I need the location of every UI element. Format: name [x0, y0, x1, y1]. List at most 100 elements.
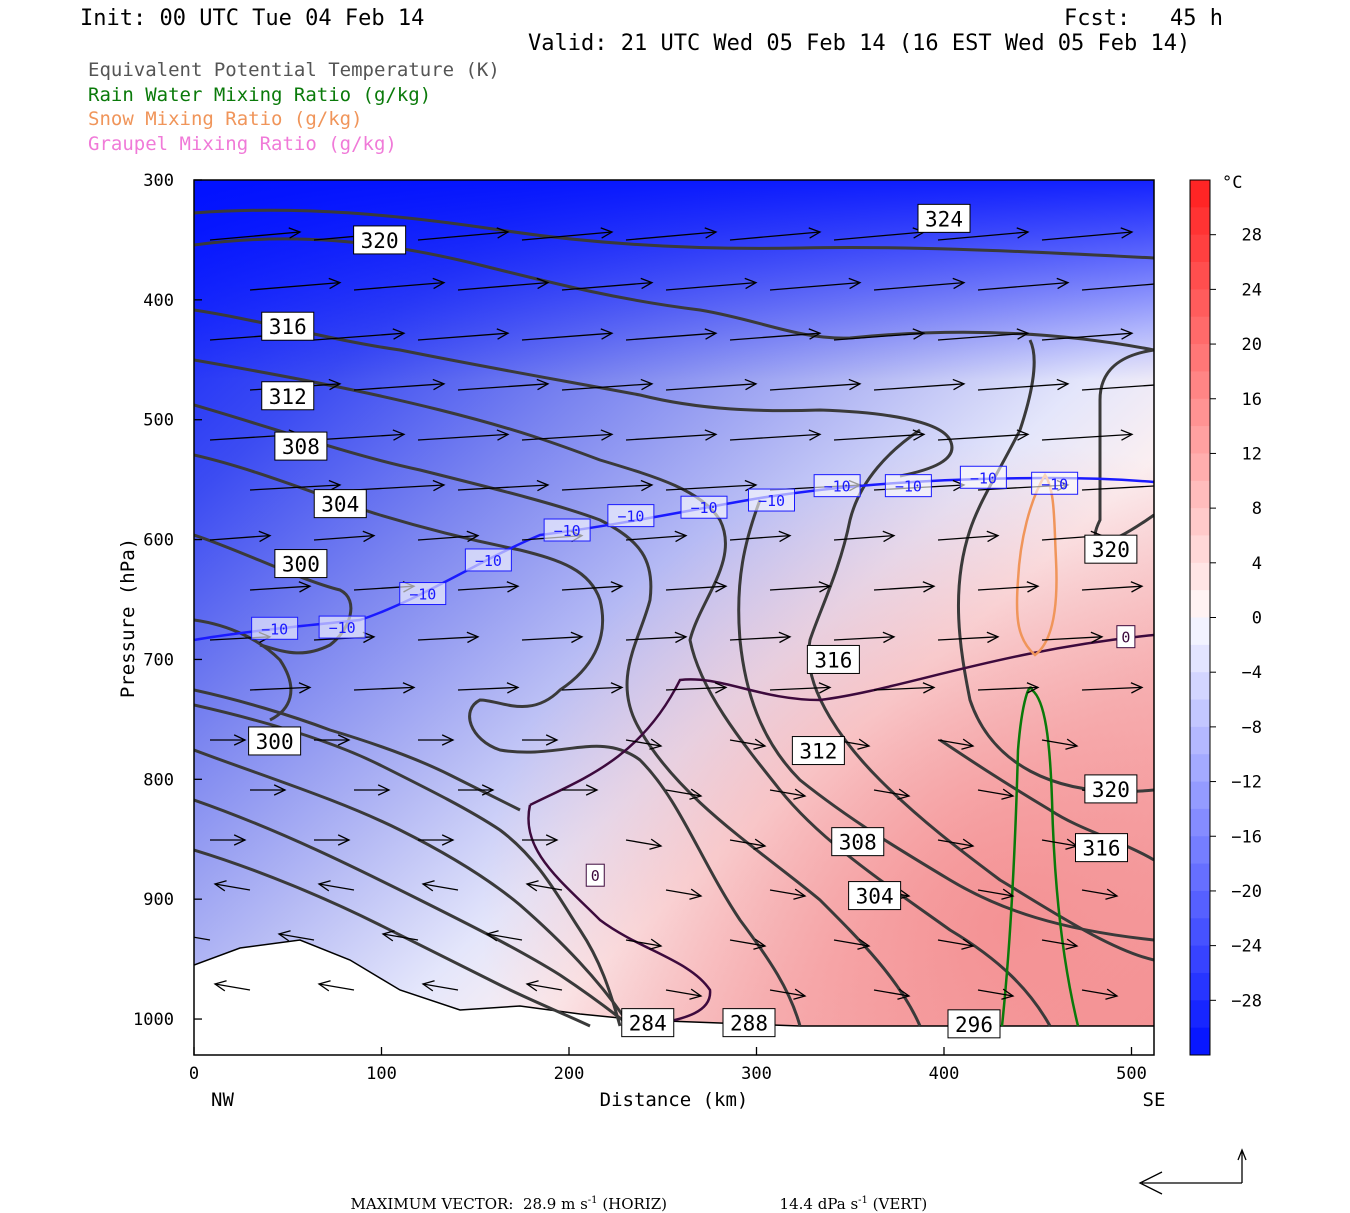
colorbar-swatch: [1190, 590, 1210, 618]
wind-vector: [625, 838, 663, 850]
wind-vector: [729, 631, 792, 644]
isotherm-label: −10: [959, 465, 1007, 489]
wind-vector: [769, 888, 807, 900]
wind-vector: [625, 631, 688, 644]
forecast-hour: Fcst: 45 h: [1064, 6, 1223, 31]
wind-vector: [665, 277, 758, 291]
colorbar-swatch: [1190, 1027, 1210, 1056]
x-tick-label: 0: [189, 1064, 199, 1084]
colorbar-tick-label: −12: [1231, 773, 1262, 793]
colorbar-swatch: [1190, 289, 1210, 318]
wind-vector: [833, 938, 871, 950]
isotherm-label: −10: [607, 504, 655, 528]
colorbar-tick-label: −24: [1231, 937, 1262, 957]
isotherm-label: −10: [464, 548, 512, 572]
colorbar-tick-label: 16: [1242, 390, 1262, 410]
isotherm-label: 0: [585, 863, 605, 887]
wind-vector: [485, 930, 523, 942]
legend-snow: Snow Mixing Ratio (g/kg): [88, 108, 363, 130]
wind-vector: [314, 734, 351, 746]
wind-vector: [457, 581, 520, 593]
wind-vector: [937, 838, 975, 850]
theta-e-label: 324: [917, 203, 971, 233]
wind-vector: [729, 328, 822, 341]
wind-vector: [521, 328, 614, 341]
colorbar-swatch: [1190, 617, 1210, 646]
snow-mixing-contour: [1015, 472, 1058, 657]
wind-vector: [937, 429, 1030, 441]
isotherm-label-text: −10: [824, 478, 851, 496]
theta-e-label: 316: [261, 311, 315, 341]
wind-vector: [977, 581, 1040, 593]
wind-vector: [873, 988, 911, 1000]
wind-vector: [353, 378, 446, 391]
colorbar-swatch: [1190, 781, 1210, 810]
colorbar-swatch: [1190, 262, 1210, 290]
legend-rain: Rain Water Mixing Ratio (g/kg): [88, 84, 432, 106]
colorbar-swatch: [1190, 1000, 1210, 1029]
wind-vector: [250, 784, 287, 796]
wind-vector: [561, 581, 624, 593]
colorbar-swatch: [1190, 316, 1210, 345]
wind-vector: [561, 378, 654, 391]
wind-vector: [353, 277, 446, 291]
wind-vector: [249, 479, 342, 492]
colorbar-tick-label: −16: [1231, 827, 1262, 847]
colorbar-swatch: [1190, 945, 1210, 974]
theta-e-label: 284: [621, 1008, 675, 1038]
x-axis-title: Distance (km): [600, 1089, 749, 1111]
theta-e-label-text: 300: [256, 730, 294, 754]
theta-e-label-text: 300: [282, 553, 320, 577]
wind-vector: [417, 328, 510, 341]
wind-vector: [213, 980, 251, 992]
y-tick-label: 300: [143, 171, 174, 191]
colorbar-tick-label: 24: [1242, 280, 1262, 300]
horiz-exp: -1: [587, 1195, 598, 1206]
theta-e-label: 320: [353, 225, 407, 255]
wind-vector: [249, 581, 312, 593]
wind-vector: [194, 936, 211, 941]
colorbar-tick-label: 12: [1242, 444, 1262, 464]
theta-e-label: 288: [722, 1008, 776, 1038]
wind-vector: [977, 277, 1070, 291]
wind-vector: [1041, 631, 1104, 644]
wind-vector: [1081, 888, 1119, 900]
wind-vector: [665, 888, 703, 900]
theta-e-label-text: 320: [1092, 538, 1130, 562]
colorbar-swatch: [1190, 480, 1210, 509]
theta-e-label: 296: [947, 1009, 1001, 1039]
isotherm-label: −10: [251, 616, 299, 640]
colorbar-swatch: [1190, 972, 1210, 1001]
x-axis: 0 100 200 300 400 500: [189, 1047, 1147, 1084]
wind-vector: [1041, 738, 1079, 750]
colorbar-tick-label: 20: [1242, 335, 1262, 355]
wind-vector: [1041, 227, 1134, 241]
colorbar-swatch: [1190, 699, 1210, 728]
wind-vector: [561, 479, 654, 492]
colorbar-swatch: [1190, 890, 1210, 919]
wind-vector: [977, 888, 1015, 900]
wind-vector: [417, 227, 510, 241]
theta-e-label: 320: [1084, 534, 1138, 564]
wind-vector: [873, 378, 966, 391]
isotherm-label: −10: [680, 495, 728, 519]
colorbar-swatch: [1190, 808, 1210, 837]
wind-vector: [977, 788, 1015, 800]
theta-e-label-text: 288: [730, 1012, 768, 1036]
wind-vector: [317, 880, 355, 892]
wind-vector: [665, 378, 758, 391]
wind-vector: [521, 631, 584, 644]
wind-vector: [457, 682, 520, 694]
isotherm-labels: −10 −10 −10 −10 −10 −10 −10 −10 −10 −10 −10 −10 0 0: [251, 465, 1136, 887]
wind-vector: [458, 784, 495, 796]
wind-vector: [769, 277, 862, 291]
wind-vector: [625, 328, 718, 341]
colorbar-swatch: [1190, 644, 1210, 673]
wind-vector: [1081, 485, 1154, 491]
wind-vector: [729, 938, 767, 950]
horiz-value: 28.9 m s: [522, 1195, 588, 1213]
wind-vector: [457, 479, 550, 492]
wind-vector: [873, 277, 966, 291]
theta-e-label-text: 312: [799, 740, 837, 764]
